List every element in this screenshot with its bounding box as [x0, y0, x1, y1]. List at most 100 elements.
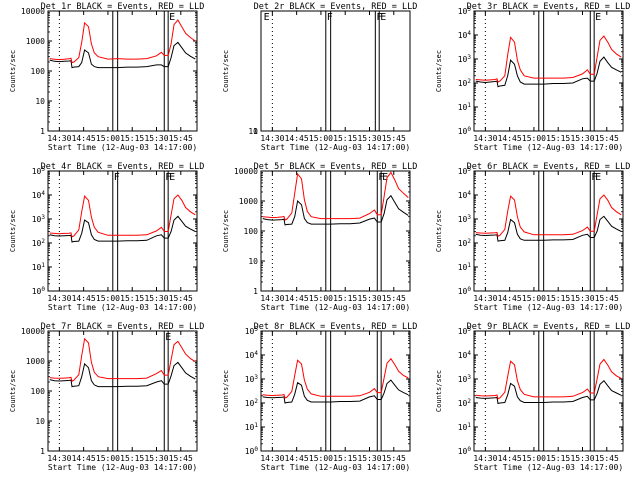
x-tick-label: 15:45	[382, 454, 406, 463]
x-tick-label: 15:15	[120, 294, 144, 303]
marker-label: E	[169, 12, 175, 23]
x-tick-label: 15:30	[570, 454, 594, 463]
x-tick-label: 15:30	[570, 294, 594, 303]
detector-panel: Det 7r BLACK = Events, RED = LLD Start Ti…	[9, 322, 204, 472]
y-tick-label: 100	[458, 286, 472, 296]
x-tick-label: 14:45	[285, 454, 309, 463]
series-line-lld	[475, 358, 622, 400]
x-tick-label: 15:45	[595, 134, 619, 143]
chart-title: Det 2r BLACK = Events, RED = LLD	[254, 2, 418, 12]
y-axis-label: Counts/sec	[222, 50, 230, 92]
detector-panel: Det 5r BLACK = Events, RED = LLD Start Ti…	[222, 162, 417, 312]
marker-label: E	[169, 172, 175, 183]
marker-label: F	[327, 12, 333, 23]
x-tick-label: 14:45	[72, 454, 96, 463]
marker-label: E	[595, 12, 601, 23]
x-tick-label: 14:30	[260, 454, 284, 463]
plot-frame	[473, 10, 624, 132]
x-tick-label: 14:45	[72, 294, 96, 303]
y-axis-label: Counts/sec	[9, 370, 17, 412]
x-tick-label: 15:00	[309, 454, 333, 463]
y-tick-label: 10	[35, 97, 45, 106]
y-axis-label: Counts/sec	[222, 210, 230, 252]
x-tick-label: 15:00	[522, 134, 546, 143]
marker-label: E	[380, 12, 386, 23]
y-tick-label: 103	[458, 54, 472, 64]
y-tick-label: 104	[245, 350, 259, 360]
marker-label: E	[382, 172, 388, 183]
x-tick-label: 15:45	[382, 294, 406, 303]
series-line-events	[49, 215, 196, 243]
series-line-events	[475, 215, 622, 242]
chart-title: Det 3r BLACK = Events, RED = LLD	[467, 2, 631, 12]
y-tick-label: 10	[248, 127, 258, 136]
x-axis-label: Start Time (12-Aug-03 14:17:00)	[261, 303, 410, 312]
series-line-events	[262, 194, 409, 226]
y-tick-label: 100	[31, 67, 46, 76]
plot-frame	[260, 330, 411, 452]
x-tick-label: 15:30	[357, 294, 381, 303]
detector-panel: Det 1r BLACK = Events, RED = LLD Start Ti…	[9, 2, 204, 152]
detector-panel: Det 9r BLACK = Events, RED = LLD Start Ti…	[435, 322, 630, 472]
y-tick-label: 105	[458, 6, 472, 16]
x-axis-label: Start Time (12-Aug-03 14:17:00)	[474, 463, 623, 472]
x-tick-label: 14:30	[47, 454, 71, 463]
x-tick-label: 15:15	[120, 134, 144, 143]
chart-title: Det 7r BLACK = Events, RED = LLD	[41, 322, 205, 332]
x-tick-label: 15:00	[522, 294, 546, 303]
x-tick-label: 15:00	[96, 454, 120, 463]
y-tick-label: 1000	[239, 197, 258, 206]
series-line-events	[475, 379, 622, 405]
y-tick-label: 101	[32, 262, 46, 272]
y-tick-label: 1000	[26, 357, 45, 366]
x-tick-label: 14:30	[47, 134, 71, 143]
series-line-lld	[475, 35, 622, 83]
x-tick-label: 15:15	[546, 134, 570, 143]
y-axis-label: Counts/sec	[9, 210, 17, 252]
x-tick-label: 15:30	[357, 454, 381, 463]
x-tick-label: 14:45	[498, 454, 522, 463]
marker-label: E	[264, 12, 270, 23]
x-tick-label: 15:30	[144, 294, 168, 303]
y-tick-label: 102	[458, 78, 472, 88]
chart-title: Det 1r BLACK = Events, RED = LLD	[41, 2, 205, 12]
marker-label: F	[114, 172, 120, 183]
x-tick-label: 15:45	[595, 294, 619, 303]
x-tick-label: 15:45	[169, 134, 193, 143]
x-tick-label: 14:45	[285, 134, 309, 143]
x-tick-label: 15:15	[546, 294, 570, 303]
x-tick-label: 15:00	[96, 134, 120, 143]
y-tick-label: 102	[245, 398, 259, 408]
y-tick-label: 1000	[26, 37, 45, 46]
detector-panel: Det 3r BLACK = Events, RED = LLD Start Ti…	[435, 2, 630, 152]
y-tick-label: 101	[245, 422, 259, 432]
y-axis-label: Counts/sec	[9, 50, 17, 92]
y-axis-label: Counts/sec	[222, 370, 230, 412]
y-tick-label: 105	[245, 326, 259, 336]
x-tick-label: 14:45	[498, 294, 522, 303]
y-tick-label: 102	[458, 238, 472, 248]
y-tick-label: 104	[458, 30, 472, 40]
series-line-lld	[49, 337, 196, 383]
plot-frame	[47, 170, 198, 292]
x-axis-label: Start Time (12-Aug-03 14:17:00)	[48, 143, 197, 152]
x-axis-label: Start Time (12-Aug-03 14:17:00)	[474, 143, 623, 152]
y-tick-label: 10	[35, 417, 45, 426]
series-line-events	[262, 379, 409, 404]
series-line-lld	[262, 171, 409, 221]
y-tick-label: 100	[458, 446, 472, 456]
chart-title: Det 5r BLACK = Events, RED = LLD	[254, 162, 418, 172]
y-tick-label: 10000	[21, 327, 45, 336]
y-tick-label: 103	[32, 214, 46, 224]
x-tick-label: 15:45	[169, 294, 193, 303]
y-tick-label: 105	[458, 166, 472, 176]
y-tick-label: 10	[248, 257, 258, 266]
y-axis-label: Counts/sec	[435, 50, 443, 92]
y-tick-label: 100	[245, 446, 259, 456]
y-tick-label: 1	[40, 447, 45, 456]
detector-panel: Det 2r BLACK = Events, RED = LLD Start Ti…	[222, 2, 417, 152]
x-tick-label: 14:30	[47, 294, 71, 303]
y-axis-label: Counts/sec	[435, 210, 443, 252]
chart-title: Det 9r BLACK = Events, RED = LLD	[467, 322, 631, 332]
y-tick-label: 102	[32, 238, 46, 248]
